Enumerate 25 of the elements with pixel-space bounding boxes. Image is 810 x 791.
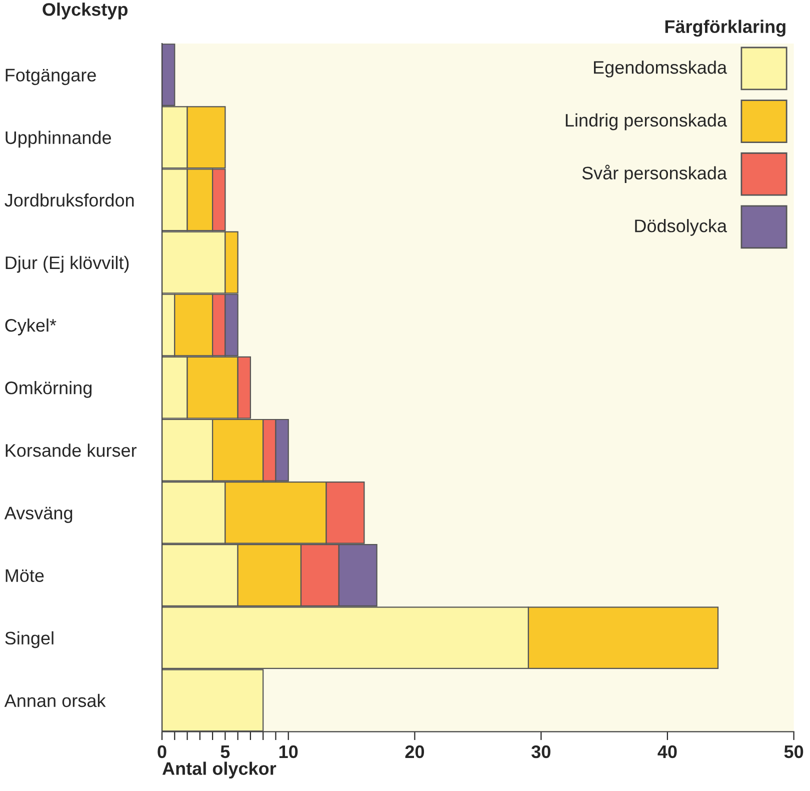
- y-tick-label: Möte: [6, 569, 44, 582]
- legend-title: Färgförklaring: [665, 20, 786, 37]
- x-tick-label: 50: [784, 745, 804, 758]
- x-tick-label: 0: [158, 745, 166, 758]
- legend-label: Svår personskada: [582, 164, 728, 184]
- x-tick-label: 20: [405, 745, 424, 758]
- y-axis-title: Olyckstyp: [42, 2, 128, 20]
- y-tick-label: Cykel*: [5, 318, 56, 336]
- x-tick-label: 5: [220, 746, 230, 758]
- y-tick-label: Avsväng: [4, 506, 72, 523]
- legend-label: Lindrig personskada: [566, 113, 728, 130]
- y-tick-label: Upphinnande: [6, 130, 111, 148]
- legend-label: Egendomsskada: [594, 60, 727, 78]
- x-tick-label: 10: [279, 745, 298, 758]
- y-tick-label: Singel: [5, 631, 54, 648]
- y-tick-label: Omkörning: [5, 381, 92, 398]
- x-axis-title: Antal olyckor: [162, 762, 276, 779]
- y-tick-label: Djur (Ej klövvilt): [6, 256, 129, 273]
- y-tick-label: Jordbruksfordon: [4, 193, 134, 207]
- x-tick-label: 40: [658, 745, 677, 758]
- y-tick-label: Fotgängare: [6, 68, 96, 86]
- x-tick-label: 30: [531, 745, 550, 758]
- y-tick-label: Annan orsak: [4, 694, 106, 708]
- legend-label: Dödsolycka: [635, 219, 727, 236]
- y-tick-label: Korsande kurser: [6, 444, 137, 457]
